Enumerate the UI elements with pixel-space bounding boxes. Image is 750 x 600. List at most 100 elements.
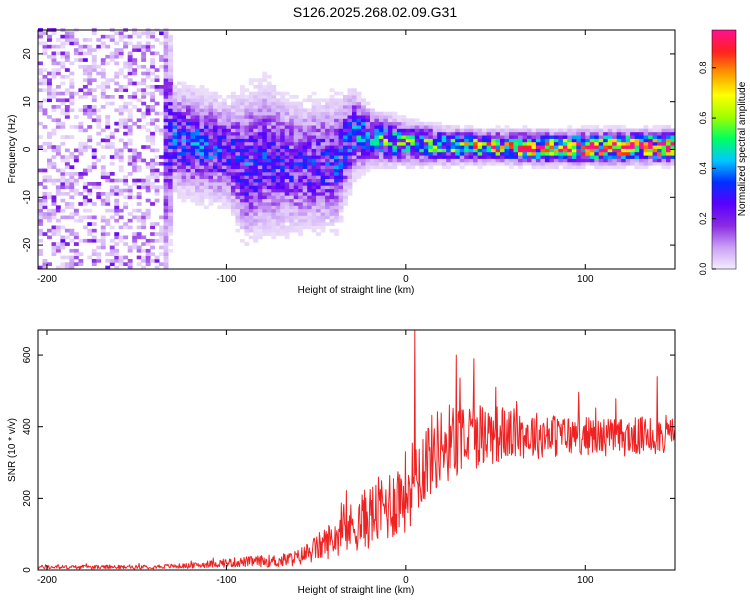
spectrogram-cell (437, 131, 443, 136)
spectrogram-cell (280, 108, 286, 113)
spectrogram-cell (154, 222, 160, 226)
spectrogram-cell (383, 145, 389, 149)
spectrogram-cell (163, 215, 169, 220)
spectrogram-cell (437, 125, 443, 129)
spectrogram-cell (221, 165, 227, 169)
spectrogram-cell (621, 138, 627, 143)
spectrogram-cell (571, 151, 577, 156)
spectrogram-cell (365, 151, 371, 156)
spectrogram-cell (329, 125, 335, 129)
spectrogram-cell (190, 175, 196, 179)
spectrogram-cell (87, 188, 93, 193)
spectrogram-cell (495, 151, 501, 156)
spectrogram-cell (114, 259, 120, 263)
spectrogram-cell (275, 101, 281, 106)
spectrogram-cell (293, 202, 299, 206)
spectrogram-cell (141, 91, 147, 96)
spectrogram-cell (343, 115, 348, 119)
spectrogram-cell (262, 182, 268, 186)
spectrogram-cell (302, 141, 308, 146)
spectrogram-cell (625, 161, 631, 166)
spectrogram-cell (91, 182, 97, 186)
spectrogram-cell (47, 262, 52, 266)
spectrogram-cell (280, 165, 286, 169)
spectrogram-cell (639, 138, 644, 143)
spectrogram-cell (652, 158, 658, 163)
spectrogram-cell (244, 232, 250, 236)
spectrogram-cell (100, 61, 106, 66)
spectrogram-cell (648, 161, 653, 166)
spectrogram-cell (383, 155, 389, 159)
spectrogram-cell (320, 215, 326, 220)
spectrogram-cell (347, 121, 353, 126)
spectrogram-cell (114, 192, 120, 196)
spectrogram-cell (145, 111, 151, 116)
spectrogram-cell (195, 148, 200, 153)
spectrogram-cell (343, 145, 348, 149)
spectrogram-cell (500, 145, 505, 149)
spectrogram-cell (441, 141, 447, 146)
spectrogram-cell (253, 115, 259, 119)
spectrogram-cell (190, 91, 196, 96)
spectrogram-cell (163, 138, 169, 143)
spectrogram-cell (302, 165, 308, 169)
spectrogram-cell (365, 168, 371, 173)
spectrogram-cell (594, 131, 600, 136)
spectrogram-cell (195, 178, 200, 183)
spectrogram-cell (123, 175, 129, 179)
spectrogram-cell (105, 78, 111, 82)
spectrogram-cell (387, 121, 393, 126)
spectrogram-cell (262, 205, 268, 210)
spectrogram-cell (105, 141, 111, 146)
spectrogram-cell (432, 125, 438, 129)
spectrogram-cell (51, 91, 57, 96)
spectrogram-cell (248, 161, 254, 166)
spectrogram-cell (378, 148, 384, 153)
spectrogram-cell (401, 118, 407, 123)
spectrogram-cell (298, 115, 304, 119)
spectrogram-cell (625, 141, 631, 146)
spectrogram-cell (302, 98, 308, 103)
spectrogram-cell (181, 121, 187, 126)
spectrogram-cell (73, 91, 79, 96)
spectrogram-cell (307, 175, 313, 179)
spectrogram-cell (271, 131, 277, 136)
spectrogram-cell (293, 185, 299, 190)
spectrogram-cell (347, 128, 353, 133)
spectrogram-cell (365, 145, 371, 149)
spectrogram-cell (657, 135, 662, 139)
spectrogram-cell (450, 131, 456, 136)
spectrogram-cell (230, 161, 236, 166)
spectrogram-cell (168, 232, 173, 236)
spectrogram-cell (181, 98, 187, 103)
spectrogram-cell (204, 128, 209, 133)
spectrogram-cell (55, 168, 61, 173)
spectrogram-cell (280, 182, 286, 186)
spectrogram-cell (168, 158, 173, 163)
spectrogram-cell (123, 255, 129, 260)
spectrogram-cell (266, 128, 272, 133)
spectrogram-cell (118, 235, 124, 240)
spectrogram-cell (495, 125, 501, 129)
spectrogram-cell (163, 208, 169, 213)
spectrogram-cell (414, 141, 420, 146)
spectrogram-cell (123, 125, 129, 129)
spectrogram-cell (163, 115, 169, 119)
spectrogram-cell (334, 91, 339, 96)
spectrogram-cell (473, 151, 478, 156)
spectrogram-cell (298, 192, 304, 196)
spectrogram-cell (648, 131, 653, 136)
spectrogram-cell (338, 91, 344, 96)
spectrogram-cell (576, 141, 582, 146)
spectrogram-cell (325, 131, 330, 136)
spectrogram-cell (127, 161, 133, 166)
spectrogram-cell (266, 168, 272, 173)
spectrogram-cell (410, 158, 416, 163)
spectrogram-cell (154, 68, 160, 72)
spectrogram-cell (661, 161, 667, 166)
spectrogram-cell (275, 121, 281, 126)
spectrogram-cell (213, 98, 218, 103)
spectrogram-cell (51, 54, 57, 59)
spectrogram-cell (73, 248, 79, 253)
